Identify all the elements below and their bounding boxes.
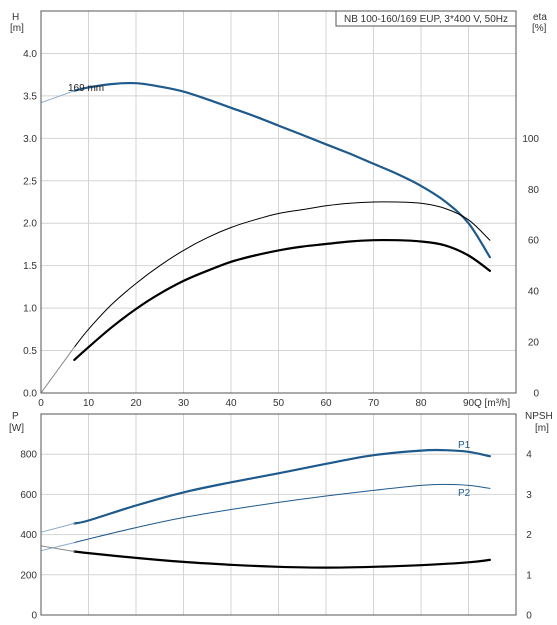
top-series-3 <box>73 238 491 361</box>
top-x-label: Q [m³/h] <box>474 398 510 409</box>
bottom-y-tick-label: 600 <box>20 490 37 501</box>
top-y-tick-label: 1.5 <box>23 261 37 272</box>
title-box <box>335 10 517 27</box>
bottom-y-tick-label: 0 <box>31 611 37 622</box>
top-y-tick-label: 0.0 <box>23 389 37 400</box>
bottom-series-4 <box>73 550 491 569</box>
bottom-y-label-unit: [W] <box>9 423 24 434</box>
top-y2-label-symbol: eta <box>533 12 547 23</box>
bottom-series-1 <box>73 483 491 544</box>
top-y2-tick-label: 80 <box>528 185 540 196</box>
tick-labels: 0.00.51.01.52.02.53.03.54.00204060801000… <box>20 49 539 622</box>
top-y2-tick-label: 0 <box>533 389 539 400</box>
curve-label-p2: P2 <box>458 488 471 499</box>
bottom-series-3 <box>40 542 75 552</box>
top-x-tick-label: 50 <box>273 398 285 409</box>
top-x-tick-label: 70 <box>368 398 380 409</box>
bottom-series-2 <box>40 523 75 533</box>
top-y-tick-label: 3.0 <box>23 134 37 145</box>
top-y2-tick-label: 40 <box>528 287 540 298</box>
top-y-tick-label: 2.0 <box>23 219 37 230</box>
bottom-y-tick-label: 400 <box>20 530 37 541</box>
bottom-y2-tick-label: 2 <box>526 530 532 541</box>
top-series-0 <box>73 81 491 259</box>
bottom-y-label-symbol: P <box>12 411 19 422</box>
top-y2-tick-label: 20 <box>528 338 540 349</box>
bottom-y2-tick-label: 0 <box>526 611 532 622</box>
top-y2-label-unit: [%] <box>532 23 547 34</box>
bottom-y2-label-symbol: NPSH <box>525 411 553 422</box>
top-x-tick-label: 30 <box>178 398 190 409</box>
top-y-tick-label: 0.5 <box>23 346 37 357</box>
top-chart-curves <box>40 81 491 394</box>
bottom-y-tick-label: 200 <box>20 570 37 581</box>
bottom-series-0 <box>73 448 491 525</box>
top-y-label-symbol: H <box>12 12 19 23</box>
bottom-y-tick-label: 800 <box>20 450 37 461</box>
top-series-4 <box>40 346 75 394</box>
top-x-tick-label: 40 <box>225 398 237 409</box>
bottom-y2-tick-label: 3 <box>526 490 532 501</box>
bottom-y2-tick-label: 1 <box>526 570 532 581</box>
top-y-tick-label: 3.5 <box>23 91 37 102</box>
title-text: NB 100-160/169 EUP, 3*400 V, 50Hz <box>344 14 508 25</box>
top-x-tick-label: 10 <box>83 398 95 409</box>
curve-label-169mm: 169 mm <box>68 83 104 94</box>
top-y2-tick-label: 100 <box>522 134 539 145</box>
curve-label-p1: P1 <box>458 440 471 451</box>
top-x-tick-label: 0 <box>38 398 44 409</box>
bottom-series-5 <box>40 545 75 552</box>
top-y-label-unit: [m] <box>10 23 24 34</box>
top-x-tick-label: 80 <box>415 398 427 409</box>
top-x-tick-label: 20 <box>130 398 142 409</box>
top-y2-tick-label: 60 <box>528 236 540 247</box>
bottom-y2-tick-label: 4 <box>526 450 532 461</box>
bottom-y2-label-unit: [m] <box>535 423 549 434</box>
bottom-chart-frame <box>40 413 517 616</box>
top-x-tick-label: 60 <box>320 398 332 409</box>
top-chart-frame <box>40 10 517 394</box>
top-y-tick-label: 1.0 <box>23 304 37 315</box>
top-y-tick-label: 4.0 <box>23 49 37 60</box>
top-x-tick-label: 90 <box>463 398 475 409</box>
top-series-2 <box>73 201 491 348</box>
top-series-1 <box>40 90 75 104</box>
top-y-tick-label: 2.5 <box>23 176 37 187</box>
bottom-chart-curves <box>40 448 491 569</box>
bottom-chart-grid <box>40 414 516 616</box>
